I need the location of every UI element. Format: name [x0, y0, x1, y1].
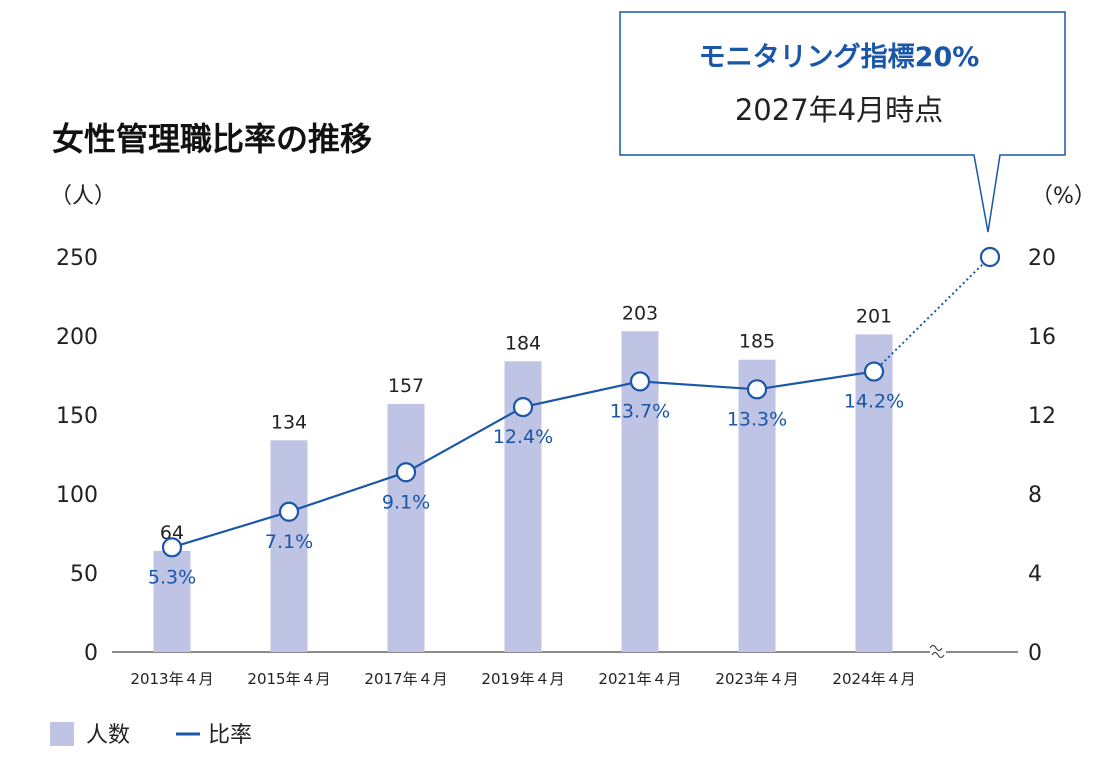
- left-tick-label: 100: [56, 483, 98, 508]
- target-dotted-line: [873, 256, 991, 373]
- rate-line-series: [161, 246, 1001, 558]
- category-label: 2017年４月: [364, 670, 447, 688]
- bar-value-label: 64: [160, 522, 184, 544]
- axis-break-mark-1: [929, 644, 943, 652]
- bar: [270, 440, 308, 652]
- bar-value-label: 203: [622, 302, 658, 324]
- legend-bar-swatch: [50, 722, 74, 746]
- rate-point: [746, 379, 768, 400]
- callout-title: モニタリング指標20%: [699, 41, 980, 73]
- right-tick-label: 4: [1028, 562, 1042, 587]
- rate-point: [395, 462, 417, 483]
- rate-value-label: 9.1%: [382, 491, 430, 513]
- category-label: 2019年４月: [481, 670, 564, 688]
- legend: 人数 比率: [50, 722, 252, 748]
- rate-value-label: 14.2%: [844, 391, 904, 413]
- category-label: 2023年４月: [715, 670, 798, 688]
- rate-value-label: 7.1%: [265, 531, 313, 553]
- category-label: 2015年４月: [247, 670, 330, 688]
- target-point: [979, 246, 1001, 268]
- target-callout: モニタリング指標20% 2027年4月時点: [619, 11, 1066, 233]
- bar-value-label: 184: [505, 332, 541, 354]
- left-tick-label: 250: [56, 246, 98, 271]
- axis-break-mark-2: [931, 651, 945, 659]
- category-labels: 2013年４月 2015年４月 2017年４月 2019年４月 2021年４月 2023年…: [130, 670, 915, 688]
- bar-value-label: 185: [739, 331, 775, 353]
- left-tick-label: 150: [56, 404, 98, 429]
- rate-point: [629, 371, 651, 392]
- chart-title: 女性管理職比率の推移: [52, 120, 372, 158]
- category-label: 2021年４月: [598, 670, 681, 688]
- right-tick-label: 0: [1028, 641, 1042, 666]
- right-tick-label: 12: [1028, 404, 1056, 429]
- bar: [387, 403, 425, 652]
- bar-value-label: 201: [856, 305, 892, 327]
- bar: [738, 359, 776, 652]
- category-label: 2024年４月: [832, 670, 915, 688]
- rate-value-label: 13.3%: [727, 408, 787, 430]
- rate-value-labels: 5.3% 7.1% 9.1% 12.4% 13.7% 13.3% 14.2%: [148, 391, 904, 589]
- rate-point: [278, 501, 300, 522]
- right-tick-label: 20: [1028, 246, 1056, 271]
- bar-value-label: 157: [388, 375, 424, 397]
- right-tick-label: 8: [1028, 483, 1042, 508]
- bar-value-label: 134: [271, 411, 307, 433]
- rate-point: [161, 537, 183, 558]
- right-axis-ticks: 0 4 8 12 16 20: [1028, 246, 1056, 666]
- left-tick-label: 200: [56, 325, 98, 350]
- legend-bar-label: 人数: [86, 723, 130, 748]
- right-tick-label: 16: [1028, 325, 1056, 350]
- left-axis-unit: （人）: [50, 184, 116, 209]
- callout-subtitle: 2027年4月時点: [735, 93, 943, 127]
- rate-value-label: 13.7%: [610, 400, 670, 422]
- legend-line-label: 比率: [208, 723, 252, 748]
- bar-series: [153, 331, 893, 652]
- category-label: 2013年４月: [130, 670, 213, 688]
- right-axis-unit: （%）: [1031, 184, 1096, 209]
- rate-value-label: 12.4%: [493, 426, 553, 448]
- bar: [855, 334, 893, 652]
- left-tick-label: 50: [70, 562, 98, 587]
- left-tick-label: 0: [84, 641, 98, 666]
- left-axis-ticks: 0 50 100 150 200 250: [56, 246, 98, 666]
- callout-box: [619, 11, 1066, 233]
- rate-point: [512, 397, 534, 418]
- bar-value-labels: 64 134 157 184 203 185 201: [160, 302, 892, 544]
- bar: [153, 550, 191, 652]
- rate-point: [863, 361, 885, 382]
- rate-value-label: 5.3%: [148, 566, 196, 588]
